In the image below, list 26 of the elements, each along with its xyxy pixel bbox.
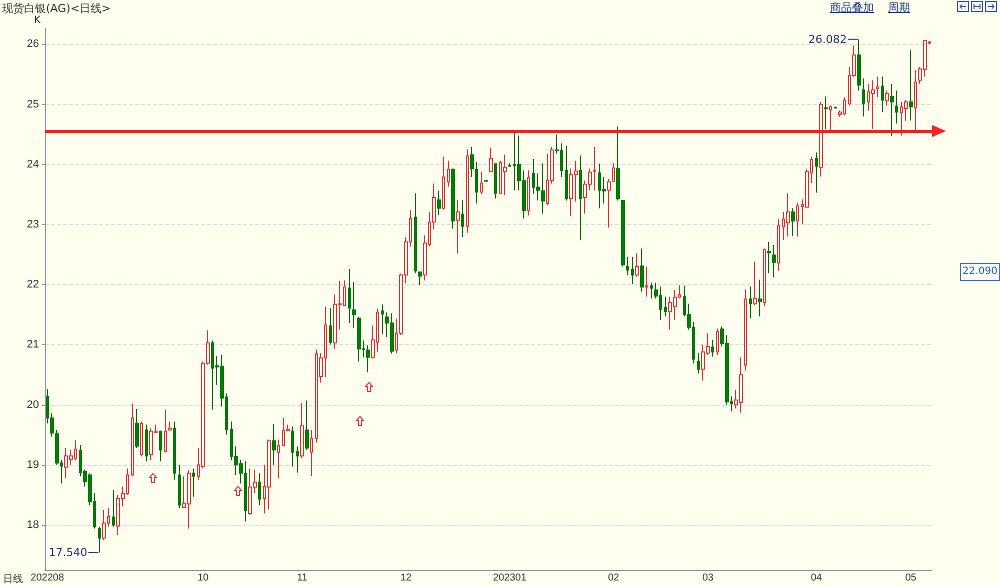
- x-tick-label: 03: [702, 572, 714, 584]
- x-tick-label: 02: [608, 572, 620, 584]
- y-tick-label: 18: [26, 518, 39, 531]
- x-tick-label: 202208: [30, 572, 64, 584]
- annotation: 17.540: [48, 546, 88, 560]
- y-tick-label: 19: [26, 458, 39, 471]
- y-tick-label: 25: [26, 98, 39, 110]
- x-tick-label: 202301: [493, 572, 527, 584]
- y-axis-title: K: [34, 15, 41, 26]
- x-tick-label: 10: [197, 572, 210, 584]
- y-tick-label: 24: [26, 158, 39, 170]
- y-tick-label: 21: [26, 338, 39, 351]
- y-tick-label: 26: [26, 38, 39, 50]
- x-tick-label: 05: [905, 572, 917, 584]
- y-tick-label: 22: [26, 278, 39, 291]
- annotation: 26.082: [808, 32, 847, 46]
- y-tick-label: 23: [26, 218, 39, 230]
- chart-title: 现货白银(AG)<日线>: [2, 1, 111, 16]
- x-tick-label: 12: [400, 572, 412, 584]
- x-tick-label: 11: [296, 572, 308, 584]
- text: 周期: [888, 1, 910, 14]
- y-tick-label: 20: [26, 398, 39, 411]
- x-axis-title: 日线: [3, 572, 23, 586]
- x-tick-label: 04: [810, 572, 822, 584]
- text: 22.090: [960, 263, 1000, 281]
- text: 商品叠加: [830, 1, 874, 14]
